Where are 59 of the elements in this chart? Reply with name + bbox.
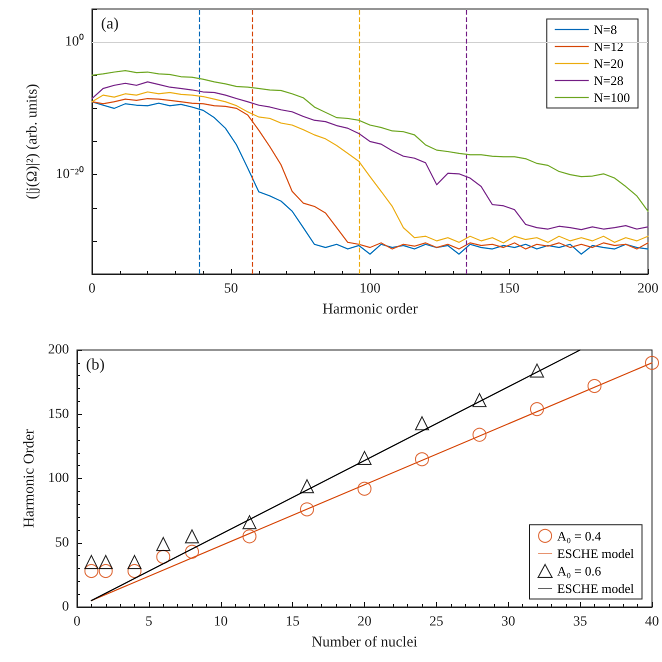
legend-label: A₀ = 0.4 (557, 528, 602, 544)
legend-label: A₀ = 0.6 (557, 563, 602, 578)
y-tick-label: 10⁻²⁰ (56, 166, 84, 182)
point (357, 482, 372, 496)
point (530, 402, 544, 416)
point (98, 554, 113, 570)
point (530, 364, 544, 378)
legend-label: N=28 (594, 73, 624, 88)
x-axis-title: Harmonic order (322, 302, 418, 318)
x-tick-label: 50 (224, 282, 238, 296)
y-axis-title: Harmonic Order (22, 429, 38, 528)
y-tick-label: 50 (55, 535, 69, 550)
legend-label: N=100 (594, 90, 630, 105)
point (127, 554, 142, 570)
point (357, 450, 372, 465)
x-tick-label: 0 (88, 282, 96, 296)
y-tick-label: 10⁰ (65, 34, 84, 50)
point (414, 452, 430, 466)
point (84, 554, 98, 570)
line-series (91, 70, 649, 212)
x-tick-label: 25 (429, 614, 444, 630)
x-tick-label: 150 (498, 282, 520, 296)
x-tick-label: 10 (214, 614, 228, 630)
x-tick-label: 100 (360, 282, 380, 296)
point (242, 515, 257, 530)
point (242, 529, 257, 544)
x-tick-label: 200 (638, 282, 658, 296)
x-tick-label: 5 (145, 614, 152, 630)
point (300, 479, 314, 494)
point (84, 564, 98, 578)
x-tick-label: 15 (286, 614, 300, 630)
x-tick-label: 35 (573, 614, 588, 630)
point (184, 529, 200, 544)
point (300, 502, 314, 516)
y-tick-label: 200 (48, 342, 69, 358)
point (472, 393, 487, 408)
chart-title: (a) (101, 16, 119, 32)
point (587, 378, 602, 394)
point (98, 564, 113, 578)
point (472, 428, 487, 442)
legend-label: N=20 (594, 56, 624, 71)
point (644, 356, 660, 370)
x-tick-label: 40 (645, 614, 659, 630)
x-axis-title: Number of nuclei (312, 634, 418, 650)
legend-label: ESCHE model (557, 581, 634, 596)
point (414, 416, 430, 430)
x-tick-label: 30 (501, 614, 516, 630)
point (156, 550, 170, 564)
y-tick-label: 0 (62, 600, 69, 614)
point (127, 564, 142, 578)
y-tick-label: 100 (48, 471, 69, 486)
point (184, 544, 200, 559)
x-tick-label: 20 (358, 614, 372, 630)
y-axis-title: (|j(Ω)|²) (arb. units) (24, 84, 40, 200)
legend-label: ESCHE model (557, 546, 634, 561)
y-tick-label: 150 (48, 406, 69, 422)
chart-title: (b) (86, 356, 105, 374)
legend-label: N=8 (594, 22, 618, 37)
point (156, 536, 170, 552)
